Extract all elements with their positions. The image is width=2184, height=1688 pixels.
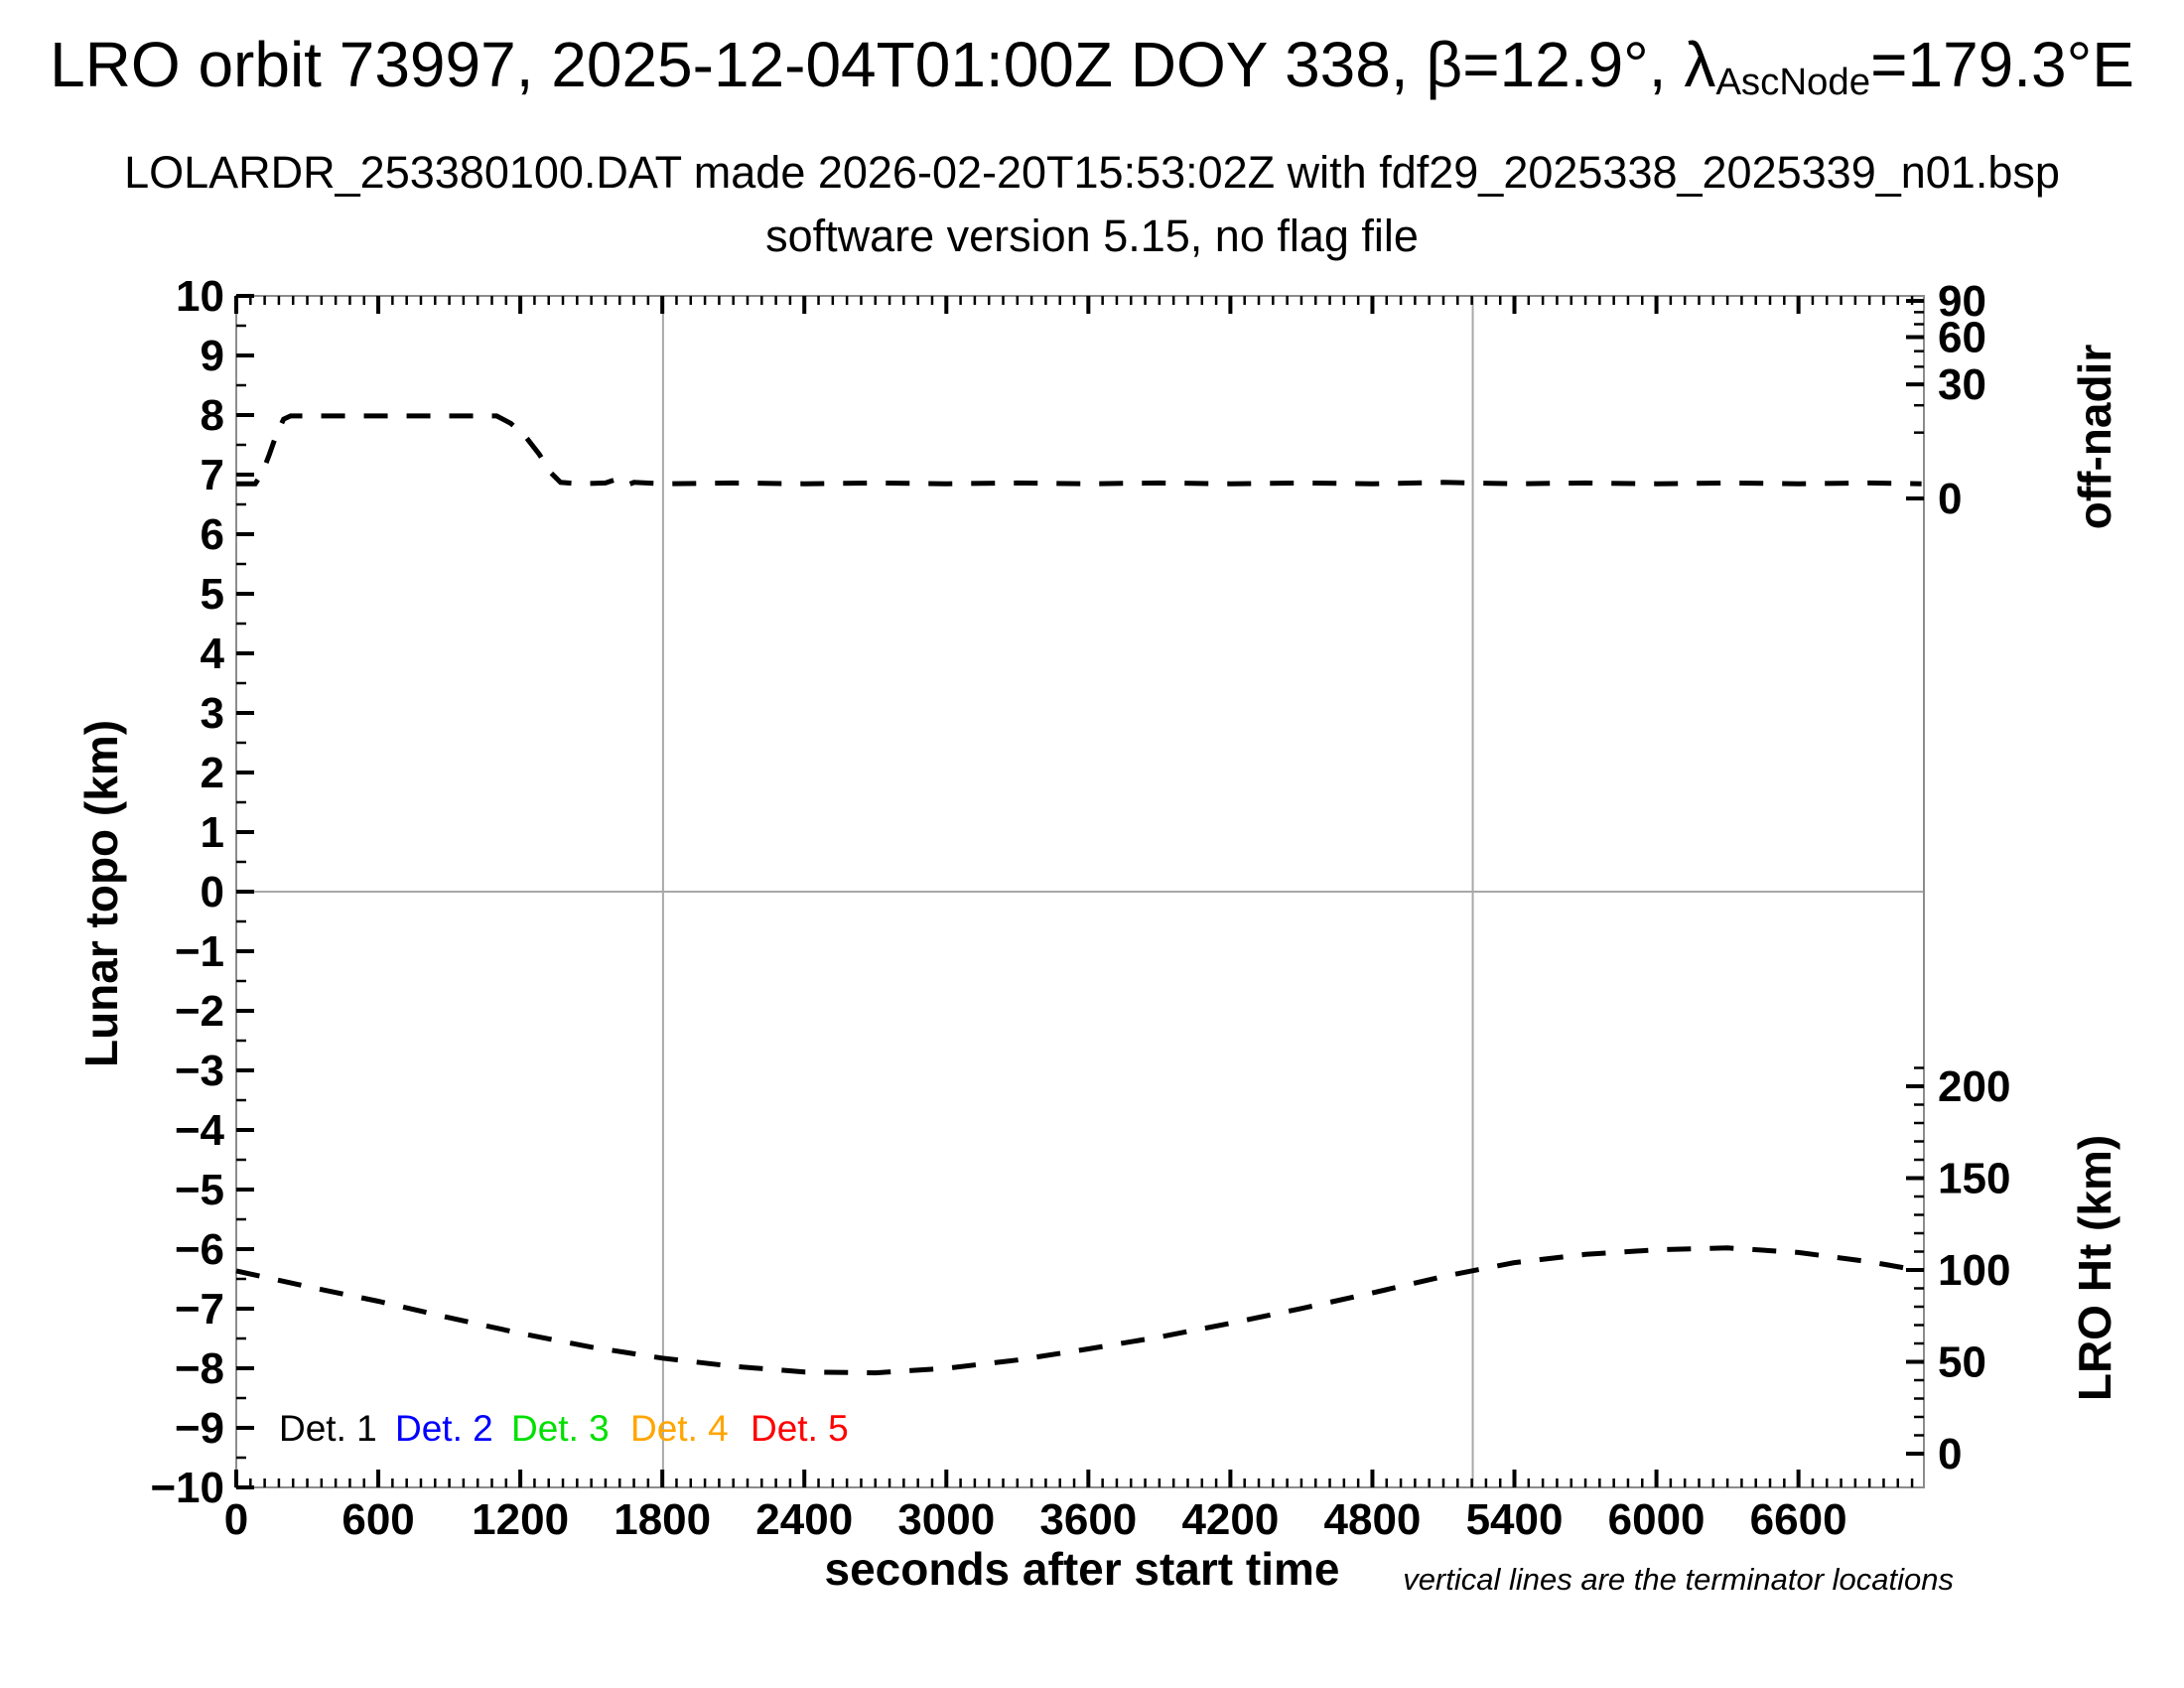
y-left-tick-label: 0 bbox=[201, 868, 224, 916]
title-main: LRO orbit 73997, 2025-12-04T01:00Z DOY 3… bbox=[50, 29, 1716, 100]
lro-ht-tick-label: 0 bbox=[1938, 1430, 1962, 1478]
lro-ht-tick-label: 50 bbox=[1938, 1338, 1986, 1387]
title-suffix: =179.3°E bbox=[1870, 29, 2134, 100]
off-nadir-tick-label: 60 bbox=[1938, 314, 1986, 362]
y-left-axis-title: Lunar topo (km) bbox=[75, 720, 127, 1067]
lro-ht-tick-label: 200 bbox=[1938, 1062, 2010, 1111]
x-tick-label: 1200 bbox=[472, 1495, 569, 1544]
y-left-tick-label: −4 bbox=[175, 1106, 225, 1155]
x-tick-label: 5400 bbox=[1466, 1495, 1564, 1544]
y-left-tick-label: −3 bbox=[175, 1047, 224, 1095]
y-left-tick-label: 10 bbox=[176, 272, 224, 321]
y-left-tick-label: −6 bbox=[175, 1225, 224, 1274]
software-version-line: software version 5.15, no flag file bbox=[765, 211, 1419, 261]
y-left-tick-label: 6 bbox=[201, 510, 224, 559]
x-tick-label: 4200 bbox=[1181, 1495, 1279, 1544]
terminator-annotation: vertical lines are the terminator locati… bbox=[1403, 1562, 1954, 1597]
x-tick-label: 4800 bbox=[1324, 1495, 1422, 1544]
lro-ht-tick-label: 150 bbox=[1938, 1155, 2010, 1203]
y-left-tick-label: −10 bbox=[150, 1464, 224, 1512]
curves-layer bbox=[235, 413, 1923, 1376]
legend-item-2: Det. 2 bbox=[395, 1408, 493, 1449]
legend-item-5: Det. 5 bbox=[751, 1408, 849, 1449]
x-tick-label: 3600 bbox=[1039, 1495, 1137, 1544]
y-left-tick-label: 5 bbox=[201, 570, 224, 619]
y-left-tick-label: 9 bbox=[201, 332, 224, 380]
y-left-tick-label: −7 bbox=[175, 1285, 224, 1334]
y-right-bottom-axis-title: LRO Ht (km) bbox=[2069, 1135, 2120, 1401]
y-left-tick-label: −1 bbox=[175, 927, 224, 976]
y-left-tick-label: −5 bbox=[175, 1166, 224, 1214]
title-subscript: AscNode bbox=[1715, 61, 1871, 104]
x-tick-label: 3000 bbox=[897, 1495, 995, 1544]
off-nadir-tick-label: 0 bbox=[1938, 475, 1962, 523]
lro-ht-tick-label: 100 bbox=[1938, 1246, 2010, 1295]
legend-item-3: Det. 3 bbox=[511, 1408, 610, 1449]
legend-item-4: Det. 4 bbox=[630, 1408, 729, 1449]
x-tick-label: 2400 bbox=[755, 1495, 853, 1544]
y-left-tick-label: 2 bbox=[201, 749, 224, 797]
axes-layer: 0 600 1200 1800 2400 3000 3600 4200 4800 5400 6000… bbox=[150, 272, 2010, 1544]
off-nadir-tick-label: 30 bbox=[1938, 360, 1986, 409]
page-title: LRO orbit 73997, 2025-12-04T01:00Z DOY 3… bbox=[0, 28, 2184, 104]
y-left-tick-label: −9 bbox=[175, 1404, 224, 1453]
legend: Det. 1 Det. 2 Det. 3 Det. 4 Det. 5 bbox=[279, 1408, 849, 1449]
y-right-top-axis-title: off-nadir bbox=[2069, 345, 2120, 530]
x-tick-label: 1800 bbox=[614, 1495, 711, 1544]
x-tick-label: 0 bbox=[224, 1495, 248, 1544]
x-tick-label: 6600 bbox=[1750, 1495, 1847, 1544]
x-axis-title: seconds after start time bbox=[825, 1543, 1340, 1595]
subtitle-filename: LOLARDR_253380100.DAT made 2026-02-20T15… bbox=[124, 147, 2060, 198]
y-left-tick-label: 4 bbox=[201, 630, 225, 678]
legend-item-1: Det. 1 bbox=[279, 1408, 377, 1449]
y-left-tick-label: 8 bbox=[201, 391, 224, 440]
x-tick-label: 600 bbox=[341, 1495, 414, 1544]
off-nadir-tick-label: 90 bbox=[1938, 277, 1986, 326]
y-left-tick-label: 3 bbox=[201, 689, 224, 738]
y-left-tick-label: 1 bbox=[201, 808, 224, 857]
y-left-tick-label: 7 bbox=[201, 451, 224, 499]
y-left-tick-label: −8 bbox=[175, 1344, 224, 1393]
y-left-tick-label: −2 bbox=[175, 987, 224, 1036]
series-off-nadir-angle bbox=[236, 413, 1922, 490]
x-tick-label: 6000 bbox=[1608, 1495, 1706, 1544]
series-LRO-height bbox=[235, 1245, 1923, 1376]
